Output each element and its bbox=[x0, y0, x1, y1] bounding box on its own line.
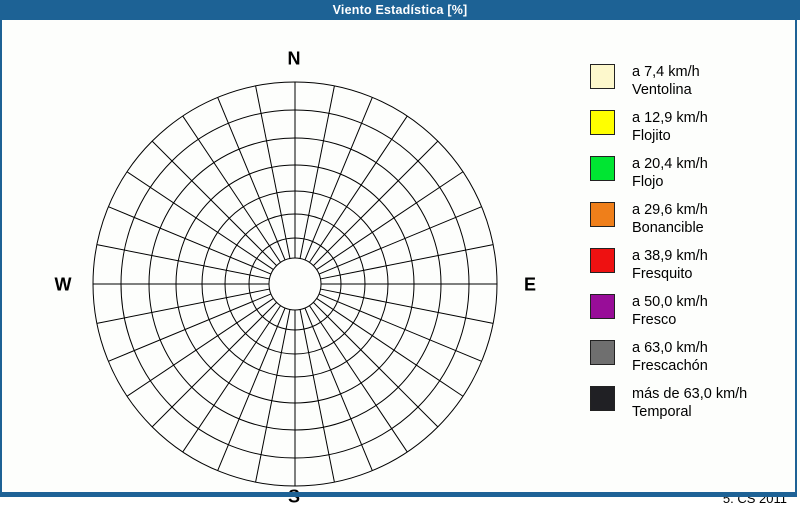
compass-label-west: W bbox=[54, 274, 72, 295]
legend-name: Frescachón bbox=[632, 358, 708, 374]
legend-name: Flojo bbox=[632, 174, 664, 190]
legend-item: a 50,0 km/h Fresco bbox=[590, 293, 795, 329]
legend-item: más de 63,0 km/h Temporal bbox=[590, 385, 795, 421]
legend-swatch-frescachon bbox=[590, 340, 615, 365]
wind-speed-legend: a 7,4 km/h Ventolina a 12,9 km/h Flojito… bbox=[590, 63, 795, 431]
legend-speed: a 12,9 km/h bbox=[632, 110, 708, 126]
legend-speed: a 29,6 km/h bbox=[632, 202, 708, 218]
legend-item: a 38,9 km/h Fresquito bbox=[590, 247, 795, 283]
legend-label: a 7,4 km/h Ventolina bbox=[632, 63, 700, 99]
title-bar: Viento Estadística [%] bbox=[0, 0, 800, 20]
legend-name: Ventolina bbox=[632, 82, 692, 98]
wind-statistics-window: Viento Estadística [%] N E S W a 7,4 km/… bbox=[0, 0, 800, 507]
legend-label: a 50,0 km/h Fresco bbox=[632, 293, 708, 329]
window-border-right bbox=[795, 20, 797, 497]
legend-swatch-fresquito bbox=[590, 248, 615, 273]
legend-item: a 12,9 km/h Flojito bbox=[590, 109, 795, 145]
legend-speed: a 38,9 km/h bbox=[632, 248, 708, 264]
legend-swatch-flojito bbox=[590, 110, 615, 135]
legend-name: Fresco bbox=[632, 312, 677, 328]
legend-item: a 20,4 km/h Flojo bbox=[590, 155, 795, 191]
legend-speed: a 50,0 km/h bbox=[632, 294, 708, 310]
compass-label-north: N bbox=[287, 48, 301, 69]
legend-speed: a 63,0 km/h bbox=[632, 340, 708, 356]
legend-name: Temporal bbox=[632, 404, 692, 420]
window-title: Viento Estadística [%] bbox=[332, 3, 468, 17]
legend-label: a 38,9 km/h Fresquito bbox=[632, 247, 708, 283]
legend-swatch-ventolina bbox=[590, 64, 615, 89]
legend-speed: a 20,4 km/h bbox=[632, 156, 708, 172]
legend-label: más de 63,0 km/h Temporal bbox=[632, 385, 747, 421]
window-border-bottom bbox=[0, 492, 797, 497]
legend-swatch-temporal bbox=[590, 386, 615, 411]
legend-name: Flojito bbox=[632, 128, 671, 144]
compass-label-south: S bbox=[288, 487, 300, 508]
legend-label: a 12,9 km/h Flojito bbox=[632, 109, 708, 145]
legend-label: a 29,6 km/h Bonancible bbox=[632, 201, 708, 237]
legend-swatch-flojo bbox=[590, 156, 615, 181]
legend-item: a 7,4 km/h Ventolina bbox=[590, 63, 795, 99]
compass-label-east: E bbox=[523, 274, 537, 295]
legend-speed: a 7,4 km/h bbox=[632, 64, 700, 80]
chart-panel: N E S W a 7,4 km/h Ventolina a 12,9 km/h… bbox=[0, 20, 800, 507]
legend-swatch-fresco bbox=[590, 294, 615, 319]
legend-swatch-bonancible bbox=[590, 202, 615, 227]
window-border-left bbox=[0, 20, 2, 497]
legend-label: a 63,0 km/h Frescachón bbox=[632, 339, 708, 375]
legend-speed: más de 63,0 km/h bbox=[632, 386, 748, 402]
legend-name: Bonancible bbox=[632, 220, 704, 236]
legend-label: a 20,4 km/h Flojo bbox=[632, 155, 708, 191]
wind-rose-chart bbox=[92, 81, 498, 487]
legend-item: a 63,0 km/h Frescachón bbox=[590, 339, 795, 375]
legend-name: Fresquito bbox=[632, 266, 693, 282]
legend-item: a 29,6 km/h Bonancible bbox=[590, 201, 795, 237]
